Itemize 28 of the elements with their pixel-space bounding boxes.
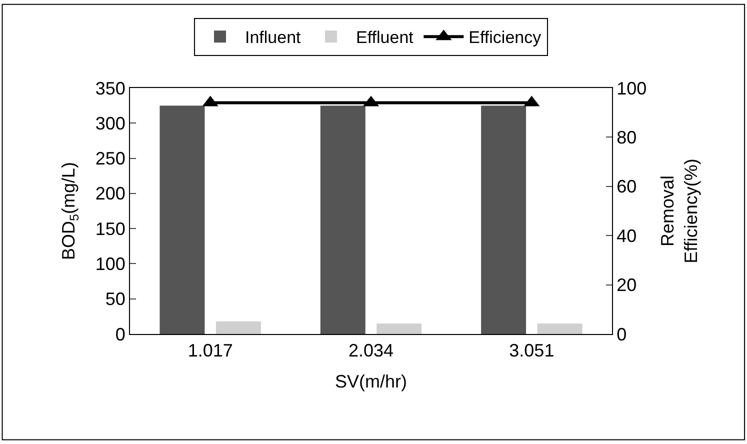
y-tick-label: 200 <box>95 184 126 204</box>
y-tick-label: 100 <box>95 254 126 274</box>
y2-tick-label: 100 <box>616 78 647 98</box>
y2-axis-title: Removal Efficiency(%) <box>658 158 702 264</box>
y2-tick-label: 60 <box>616 176 637 197</box>
x-tick-label: 1.017 <box>188 340 233 361</box>
x-tick-label: 2.034 <box>348 340 394 361</box>
y-tick-label: 250 <box>95 148 126 169</box>
x-tick-label: 3.051 <box>509 340 554 361</box>
y2-tick-label: 80 <box>616 128 637 148</box>
y-tick-label: 300 <box>95 113 126 134</box>
x-axis-title: SV(m/hr) <box>335 372 407 392</box>
bar <box>160 106 205 334</box>
y2-tick-label: 0 <box>616 324 627 344</box>
bar <box>537 323 582 334</box>
legend-label: Efficiency <box>468 28 542 48</box>
legend-label: Effluent <box>356 28 414 48</box>
bar <box>216 321 261 334</box>
bar <box>481 106 526 334</box>
bar <box>320 106 366 334</box>
y-tick-label: 150 <box>95 218 126 239</box>
y-tick-label: 350 <box>95 78 126 98</box>
y2-tick-label: 40 <box>616 226 637 246</box>
bar <box>376 323 422 334</box>
y2-tick-label: 20 <box>616 275 637 296</box>
y-tick-label: 0 <box>115 324 126 344</box>
legend-label: Influent <box>245 28 302 48</box>
y-tick-label: 50 <box>105 289 126 310</box>
